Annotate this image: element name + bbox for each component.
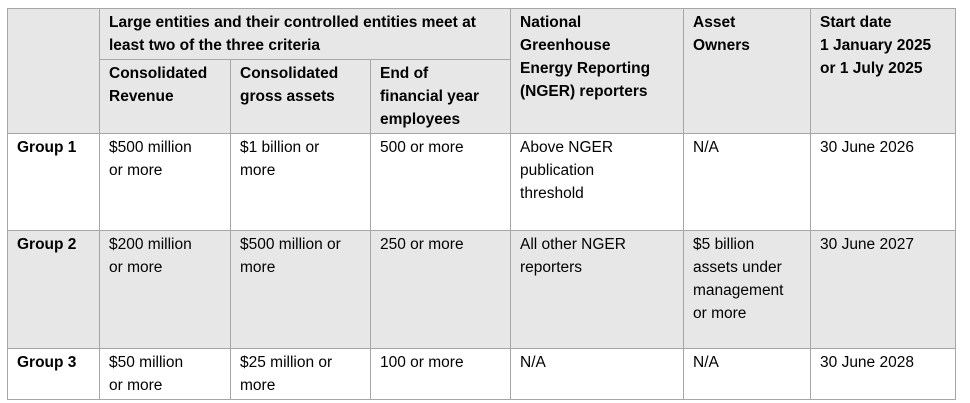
cell-group3-start-date: 30 June 2028 xyxy=(810,348,957,400)
cell-group2-revenue: $200 million or more xyxy=(99,230,231,349)
header-asset-owners: Asset Owners xyxy=(683,8,812,134)
row-label-group-2: Group 2 xyxy=(7,230,100,349)
row-label-group-1: Group 1 xyxy=(7,133,100,231)
cell-group2-employees: 250 or more xyxy=(369,230,512,349)
cell-group1-nger: Above NGER publication threshold xyxy=(510,133,685,231)
cell-group3-gross-assets: $25 million or more xyxy=(230,348,371,400)
cell-group1-start-date: 30 June 2026 xyxy=(810,133,957,231)
cell-group3-employees: 100 or more xyxy=(369,348,512,400)
cell-group3-revenue: $50 million or more xyxy=(99,348,231,400)
table-row-group-1: Group 1 $500 million or more $1 billion … xyxy=(7,133,957,231)
cell-group1-employees: 500 or more xyxy=(369,133,512,231)
header-row-1: Large entities and their controlled enti… xyxy=(7,8,957,134)
cell-group1-gross-assets: $1 billion or more xyxy=(230,133,371,231)
cell-group3-asset-owners: N/A xyxy=(683,348,812,400)
cell-group2-gross-assets: $500 million or more xyxy=(230,230,371,349)
table-row-group-2: Group 2 $200 million or more $500 millio… xyxy=(7,230,957,349)
criteria-table: Large entities and their controlled enti… xyxy=(7,8,957,400)
cell-group2-nger: All other NGER reporters xyxy=(510,230,685,349)
header-row-2: Consolidated Revenue Consolidated gross … xyxy=(8,59,956,134)
cell-group2-asset-owners: $5 billion assets under management or mo… xyxy=(683,230,812,349)
header-consolidated-revenue: Consolidated Revenue xyxy=(99,59,231,134)
header-criteria-group-title: Large entities and their controlled enti… xyxy=(98,8,512,60)
cell-group1-asset-owners: N/A xyxy=(683,133,812,231)
header-nger-reporters: National Greenhouse Energy Reporting (NG… xyxy=(510,8,685,134)
row-label-group-3: Group 3 xyxy=(7,348,100,400)
cell-group2-start-date: 30 June 2027 xyxy=(810,230,957,349)
header-start-date: Start date 1 January 2025 or 1 July 2025 xyxy=(810,8,957,134)
header-consolidated-gross-assets: Consolidated gross assets xyxy=(230,59,371,134)
header-end-of-year-employees: End of financial year employees xyxy=(369,59,512,134)
table-row-group-3: Group 3 $50 million or more $25 million … xyxy=(7,348,957,400)
cell-group3-nger: N/A xyxy=(510,348,685,400)
cell-group1-revenue: $500 million or more xyxy=(99,133,231,231)
corner-cell xyxy=(7,8,100,134)
